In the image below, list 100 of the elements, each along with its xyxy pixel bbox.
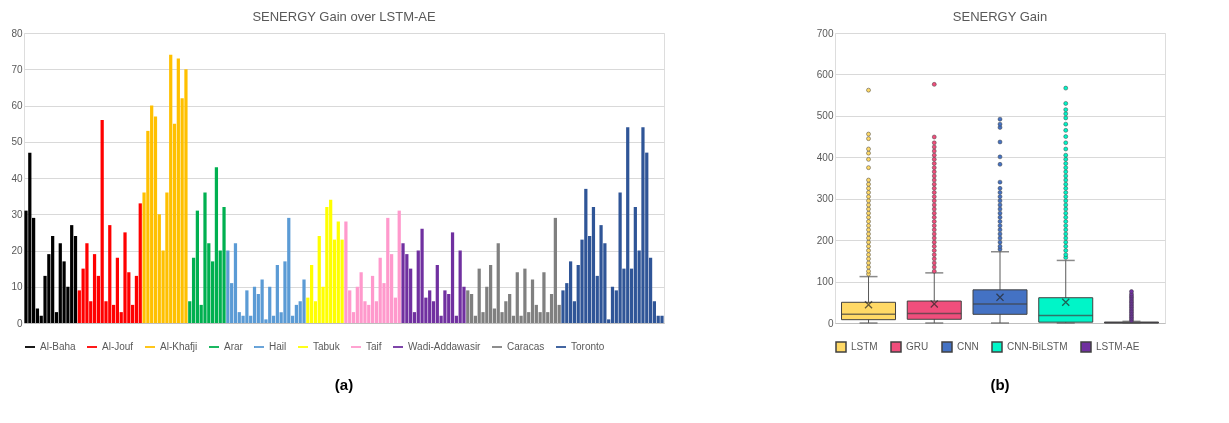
bar (626, 127, 630, 323)
bar (169, 54, 173, 323)
bar (542, 272, 546, 323)
chart-title: SENERGY Gain (952, 9, 1048, 24)
y-tick-label: 700 (816, 27, 834, 39)
bar (378, 257, 382, 323)
legend-label: LSTM (851, 341, 878, 352)
bar (591, 207, 596, 323)
y-tick-label: 40 (11, 172, 23, 184)
y-tick-label: 400 (816, 151, 834, 163)
bar (51, 236, 55, 323)
bar (530, 279, 535, 323)
legend-label: Wadi-Addawasir (408, 341, 482, 352)
legend-label: CNN-BiLSTM (1007, 341, 1068, 352)
bar (150, 105, 154, 323)
y-tick-label: 500 (816, 110, 834, 122)
bar (397, 210, 401, 323)
bar (420, 228, 424, 323)
y-tick-label: 300 (816, 193, 834, 205)
y-tick-label: 60 (11, 100, 23, 111)
bar (466, 290, 470, 323)
bar (275, 265, 279, 323)
bar (435, 265, 439, 323)
legend-label: Hail (269, 341, 287, 352)
y-tick-label: 80 (11, 27, 23, 39)
y-tick-label: 100 (816, 276, 834, 288)
text: (a) (334, 376, 354, 393)
bar (70, 225, 74, 323)
bar (515, 272, 519, 323)
chart-title: SENERGY Gain over LSTM-AE (252, 9, 436, 24)
bar (523, 268, 527, 323)
y-tick-label: 20 (11, 245, 23, 256)
bar (329, 199, 333, 323)
bar (92, 254, 97, 323)
bar (28, 152, 32, 323)
bar (359, 272, 363, 323)
legend-label: LSTM-AE (1096, 341, 1140, 352)
bar (633, 207, 637, 323)
legend-label: CNN (957, 341, 979, 352)
y-tick-label: 30 (11, 208, 23, 220)
bar (302, 279, 306, 323)
bar (138, 203, 142, 323)
text: (b) (990, 376, 1010, 393)
bar (344, 221, 348, 323)
legend-label: Caracas (507, 341, 545, 352)
bar (584, 188, 588, 323)
bar (233, 243, 238, 323)
bar (496, 243, 500, 323)
legend-label: GRU (906, 341, 929, 352)
bar (203, 192, 207, 323)
bar (450, 232, 455, 323)
bar (553, 217, 557, 323)
bar (386, 217, 390, 323)
bar (226, 250, 230, 323)
bar (428, 290, 432, 323)
bar (108, 225, 112, 323)
bar (660, 315, 664, 323)
bar (287, 217, 291, 323)
bar (599, 225, 603, 323)
legend-label: Taif (366, 341, 382, 352)
bar (317, 236, 321, 323)
bar (443, 290, 447, 323)
bar (469, 294, 474, 323)
bar (222, 207, 226, 323)
bar (294, 304, 299, 323)
legend-label: Tabuk (313, 341, 341, 352)
legend-label: Al-Khafji (160, 341, 198, 352)
legend-label: Al-Baha (40, 341, 77, 352)
y-tick-label: 50 (11, 136, 23, 148)
bar (268, 286, 272, 323)
bar (610, 286, 615, 323)
y-tick-label: 10 (11, 281, 23, 293)
bar (85, 243, 89, 323)
bar (508, 294, 512, 323)
bar (618, 192, 622, 323)
bar (176, 58, 180, 323)
bar (252, 286, 257, 323)
y-tick-label: 70 (11, 63, 23, 75)
legend-label: Al-Jouf (102, 341, 134, 352)
bar (195, 210, 199, 323)
bar (310, 265, 314, 323)
bar (568, 261, 573, 323)
bar (260, 279, 264, 323)
bar (100, 120, 104, 323)
y-tick-label: 200 (816, 234, 834, 246)
bar (214, 167, 219, 323)
bar (458, 250, 462, 323)
bar (123, 232, 127, 323)
legend-label: Toronto (571, 341, 605, 352)
bar (401, 243, 405, 323)
bar (115, 257, 120, 323)
bar (489, 265, 493, 323)
bar (641, 127, 645, 323)
bar (370, 275, 375, 323)
bar (477, 268, 481, 323)
bar (58, 243, 62, 323)
y-tick-label: 0 (16, 317, 23, 329)
bar (245, 290, 249, 323)
legend-label: Arar (224, 341, 244, 352)
bar (184, 69, 188, 323)
